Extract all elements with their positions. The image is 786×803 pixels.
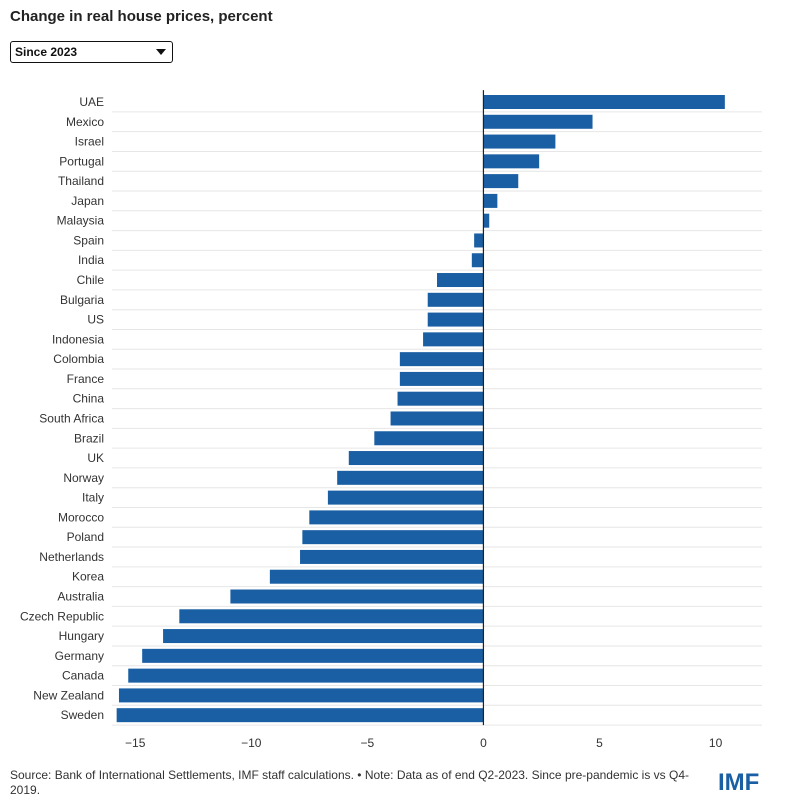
x-tick-label: 10	[709, 736, 723, 750]
category-label: Thailand	[58, 174, 104, 188]
bar-portugal	[483, 154, 540, 169]
chevron-down-icon	[156, 49, 166, 55]
bar-japan	[483, 193, 498, 208]
category-label: Poland	[67, 530, 104, 544]
category-label: Germany	[55, 649, 104, 663]
category-label: Norway	[63, 471, 104, 485]
category-label: China	[73, 392, 105, 406]
category-label: UAE	[79, 95, 104, 109]
bar-south-africa	[390, 411, 484, 426]
category-label: Brazil	[74, 431, 104, 445]
category-label: South Africa	[39, 411, 104, 425]
bar-china	[397, 391, 484, 406]
chart-title: Change in real house prices, percent	[10, 8, 273, 25]
bar-israel	[483, 134, 556, 149]
bar-czech-republic	[179, 609, 484, 624]
source-note: Source: Bank of International Settlement…	[10, 768, 689, 797]
bar-indonesia	[423, 332, 484, 347]
bar-new-zealand	[118, 688, 484, 703]
category-label: Korea	[72, 570, 104, 584]
bar-india	[471, 253, 484, 268]
category-label: Netherlands	[39, 550, 104, 564]
category-label: India	[78, 253, 104, 267]
period-dropdown[interactable]: Since 2023	[10, 41, 173, 63]
category-label: UK	[87, 451, 104, 465]
bar-spain	[474, 233, 484, 248]
bar-chile	[437, 273, 484, 288]
category-label: Sweden	[61, 708, 104, 722]
category-label: Hungary	[59, 629, 104, 643]
category-label: Mexico	[66, 115, 104, 129]
category-label: Colombia	[53, 352, 104, 366]
bar-canada	[128, 668, 484, 683]
bar-france	[399, 371, 484, 386]
bar-chart: UAE Mexico Israel Portugal Thailand Japan Mala…	[20, 90, 762, 750]
category-label: US	[87, 313, 104, 327]
bar-bulgaria	[427, 292, 484, 307]
bar-sweden	[116, 708, 484, 723]
x-tick-label: −15	[125, 736, 146, 750]
category-label: France	[67, 372, 105, 386]
bar-brazil	[374, 431, 484, 446]
x-tick-label: 5	[596, 736, 603, 750]
category-label: Bulgaria	[60, 293, 104, 307]
bar-australia	[230, 589, 484, 604]
bar-uk	[348, 451, 484, 466]
bar-uae	[483, 95, 725, 109]
bar-us	[427, 312, 484, 327]
category-label: Morocco	[58, 510, 104, 524]
category-label: Czech Republic	[20, 609, 104, 623]
x-tick-label: −5	[361, 736, 375, 750]
bar-colombia	[399, 352, 484, 367]
bar-hungary	[163, 629, 484, 644]
bar-mexico	[483, 114, 593, 129]
bar-malaysia	[483, 213, 490, 228]
category-label: Malaysia	[57, 214, 105, 228]
imf-logo: IMF	[718, 769, 760, 796]
category-label: Portugal	[59, 154, 104, 168]
bar-korea	[269, 569, 484, 584]
x-tick-label: −10	[241, 736, 262, 750]
category-label: Italy	[82, 491, 104, 505]
category-label: Australia	[57, 590, 104, 604]
bar-norway	[337, 470, 484, 485]
category-label: Spain	[73, 233, 104, 247]
category-label: Japan	[71, 194, 104, 208]
category-label: Canada	[62, 669, 104, 683]
category-label: Israel	[75, 135, 104, 149]
category-label: Indonesia	[52, 332, 104, 346]
x-tick-label: 0	[480, 736, 487, 750]
category-label: New Zealand	[33, 688, 104, 702]
bar-netherlands	[300, 549, 484, 564]
bar-thailand	[483, 174, 519, 189]
bar-germany	[142, 648, 484, 663]
bar-italy	[327, 490, 484, 505]
bar-poland	[302, 530, 484, 545]
period-dropdown-label: Since 2023	[15, 45, 78, 59]
category-label: Chile	[77, 273, 105, 287]
bar-morocco	[309, 510, 484, 525]
